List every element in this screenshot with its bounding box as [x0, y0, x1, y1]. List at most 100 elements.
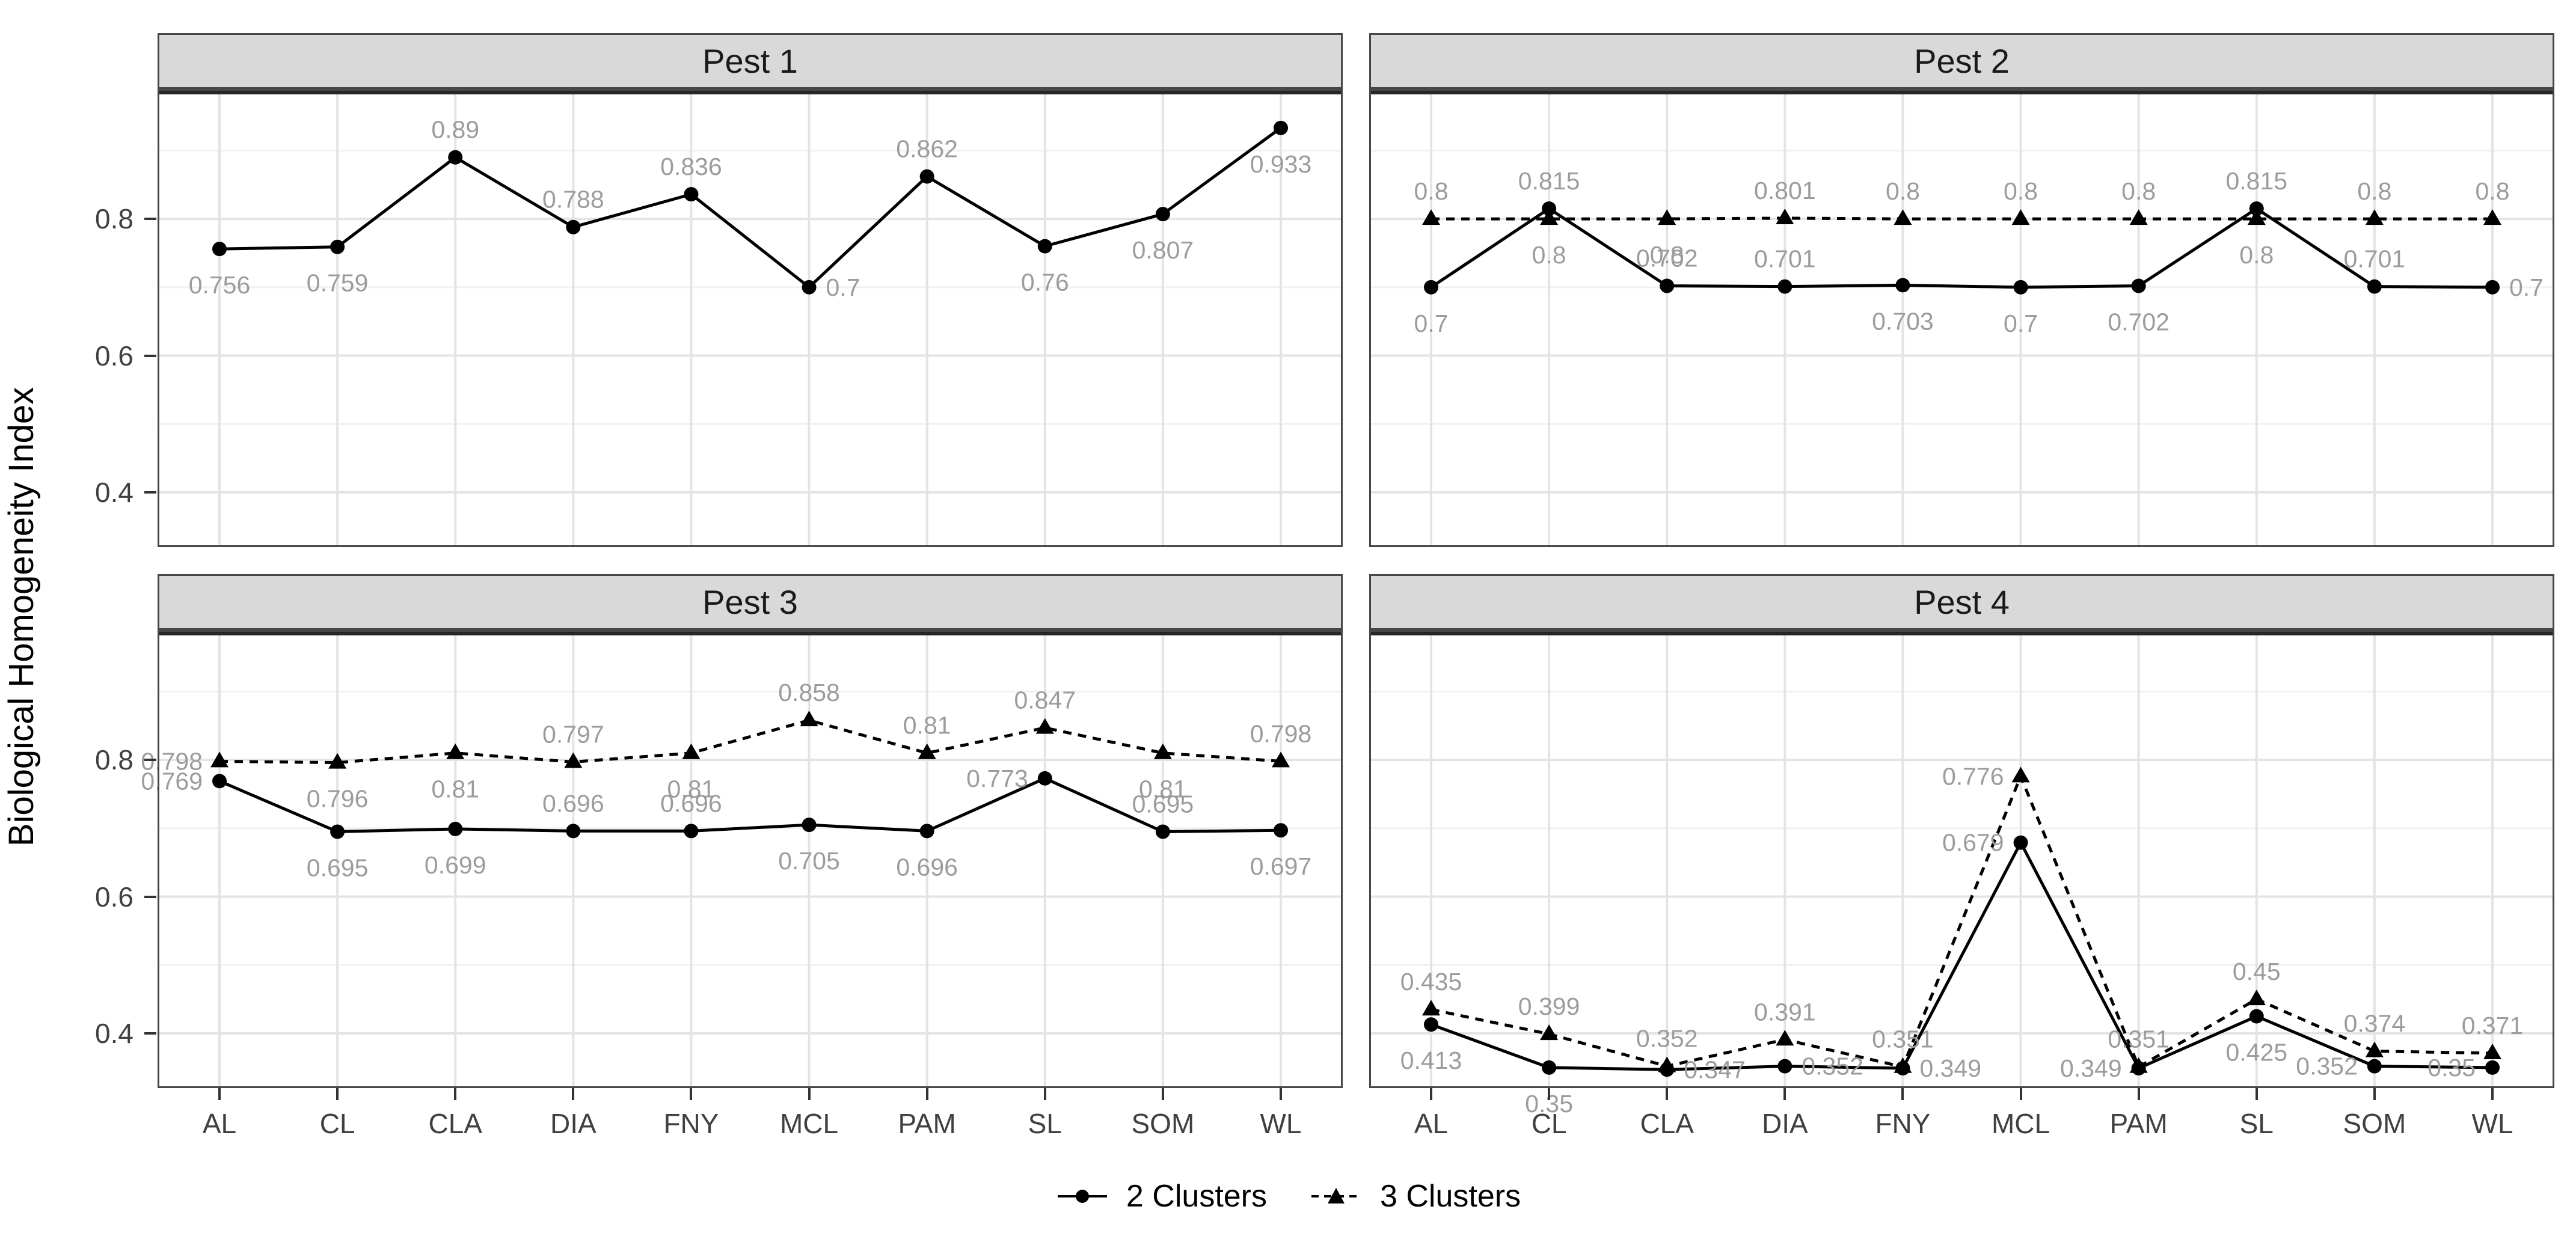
data-label-3-clusters-wl: 0.798	[1250, 720, 1312, 747]
data-label-3-clusters-pam: 0.8	[2121, 177, 2156, 205]
data-label-2-clusters-cla: 0.702	[1636, 245, 1698, 272]
y-axis-tick-label: 0.8	[95, 203, 133, 235]
x-axis-tick-label-al: AL	[1414, 1108, 1449, 1139]
circle-marker-2-clusters-wl	[2485, 280, 2500, 295]
triangle-dashed-line-legend-key-icon	[1311, 1188, 1361, 1203]
data-label-3-clusters-pam: 0.351	[2108, 1026, 2170, 1053]
legend-item-3-clusters: 3 Clusters	[1309, 1178, 1521, 1214]
data-label-2-clusters-cl: 0.759	[307, 269, 369, 297]
data-label-2-clusters-cla: 0.89	[431, 116, 479, 144]
data-label-3-clusters-sl: 0.45	[2233, 958, 2281, 985]
triangle-marker-3-clusters-dia	[1776, 1030, 1794, 1046]
series-line-2-clusters	[1431, 839, 2493, 1071]
circle-marker-2-clusters-mcl	[802, 280, 817, 295]
y-axis-tick-label: 0.4	[95, 477, 133, 508]
circle-marker-2-clusters-som	[2367, 279, 2382, 294]
triangle-marker-3-clusters-dia	[1776, 208, 1794, 224]
x-axis-tick-mark	[572, 1088, 575, 1100]
triangle-marker-3-clusters-al	[210, 751, 228, 768]
triangle-marker-3-clusters-dia	[564, 752, 583, 768]
x-axis-tick-label-sl: SL	[2239, 1108, 2274, 1139]
x-axis-tick-mark	[218, 1088, 221, 1100]
triangle-marker-3-clusters-pam	[918, 743, 936, 759]
legend-label-3-clusters: 3 Clusters	[1380, 1179, 1521, 1214]
legend-label-2-clusters: 2 Clusters	[1126, 1179, 1267, 1214]
triangle-marker-3-clusters-pam	[2129, 1057, 2148, 1073]
circle-marker-2-clusters-dia	[566, 219, 581, 234]
y-axis-tick-mark	[144, 218, 156, 221]
triangle-marker-3-clusters-som	[2365, 1041, 2384, 1057]
x-axis-tick-label-cla: CLA	[1640, 1108, 1694, 1139]
circle-marker-2-clusters-pam	[919, 169, 934, 184]
circle-marker-2-clusters-sl	[1037, 239, 1052, 254]
x-axis-tick-label-cl: CL	[319, 1108, 355, 1139]
data-label-3-clusters-dia: 0.391	[1754, 998, 1816, 1026]
x-axis-tick-label-fny: FNY	[663, 1108, 719, 1139]
x-axis-tick-mark	[925, 1088, 928, 1100]
circle-marker-2-clusters-cl	[1542, 201, 1557, 216]
triangle-marker-3-clusters-cla	[446, 743, 465, 759]
x-axis-tick-label-mcl: MCL	[779, 1108, 839, 1139]
triangle-marker-3-clusters-al	[1422, 209, 1440, 225]
x-axis-tick-label-dia: DIA	[1761, 1108, 1808, 1139]
strip-title-pest-2: Pest 2	[1369, 33, 2554, 89]
data-label-2-clusters-mcl: 0.7	[826, 274, 860, 301]
legend: 2 Clusters 3 Clusters	[0, 1178, 2576, 1214]
x-axis-tick-label-pam: PAM	[2109, 1108, 2168, 1139]
data-label-3-clusters-cl: 0.399	[1518, 992, 1580, 1020]
data-label-3-clusters-al: 0.798	[141, 747, 203, 775]
circle-marker-2-clusters-dia	[1777, 279, 1792, 294]
triangle-marker-3-clusters-fny	[682, 743, 701, 759]
triangle-marker-3-clusters-mcl	[2011, 209, 2030, 225]
triangle-marker-3-clusters-fny	[1894, 209, 1912, 225]
data-label-2-clusters-som: 0.701	[2344, 245, 2406, 273]
panel-plot-pest-4: 0.413 0.35 0.347 0.352 0.349 0.679 0.349 0.425 0…	[1369, 630, 2554, 1118]
circle-marker-2-clusters-wl	[1274, 120, 1288, 135]
triangle-marker-3-clusters-mcl	[800, 711, 818, 727]
x-axis-tick-label-al: AL	[202, 1108, 237, 1139]
triangle-marker-3-clusters-al	[1422, 1000, 1440, 1016]
data-label-2-clusters-wl: 0.35	[2427, 1054, 2476, 1081]
x-axis-tick-mark	[2255, 1088, 2258, 1100]
data-label-2-clusters-mcl: 0.7	[2004, 310, 2038, 337]
circle-marker-2-clusters-mcl	[2013, 835, 2028, 850]
x-axis-tick-mark	[1043, 1088, 1046, 1100]
x-axis-tick-label-pam: PAM	[898, 1108, 956, 1139]
circle-marker-2-clusters-cl	[1542, 1060, 1557, 1075]
triangle-marker-3-clusters-wl	[2483, 1043, 2501, 1059]
triangle-marker-3-clusters-wl	[2483, 209, 2501, 225]
data-label-3-clusters-mcl: 0.776	[1942, 762, 2004, 790]
data-label-2-clusters-al: 0.756	[189, 271, 251, 299]
data-label-3-clusters-cla: 0.81	[431, 775, 479, 803]
data-label-2-clusters-wl: 0.7	[2509, 274, 2544, 301]
strip-title-pest-1: Pest 1	[158, 33, 1343, 89]
x-axis-tick-mark	[336, 1088, 339, 1100]
circle-marker-2-clusters-sl	[2249, 1009, 2264, 1024]
data-label-2-clusters-dia: 0.352	[1802, 1053, 1863, 1080]
data-label-3-clusters-mcl: 0.8	[2004, 177, 2038, 205]
circle-marker-2-clusters-som	[1155, 824, 1170, 839]
data-label-2-clusters-al: 0.7	[1414, 310, 1449, 337]
x-axis-tick-mark	[2019, 1088, 2022, 1100]
triangle-marker-3-clusters-wl	[1272, 751, 1290, 768]
circle-marker-2-clusters-pam	[2131, 278, 2146, 293]
x-axis-tick-mark	[1161, 1088, 1164, 1100]
x-axis-tick-label-wl: WL	[1260, 1108, 1302, 1139]
data-label-3-clusters-al: 0.8	[1414, 177, 1449, 205]
data-label-2-clusters-sl: 0.425	[2225, 1039, 2287, 1066]
triangle-marker-3-clusters-sl	[1035, 718, 1054, 734]
data-label-2-clusters-al: 0.413	[1400, 1047, 1462, 1074]
x-axis-tick-label-cl: CL	[1531, 1108, 1567, 1139]
triangle-marker-3-clusters-cl	[1540, 1024, 1559, 1041]
circle-marker-2-clusters-dia	[566, 824, 581, 839]
data-label-2-clusters-mcl: 0.705	[778, 847, 840, 875]
circle-marker-2-clusters-mcl	[802, 818, 817, 833]
series-line-2-clusters	[219, 777, 1281, 834]
data-label-3-clusters-mcl: 0.858	[778, 679, 840, 706]
triangle-marker-3-clusters-som	[1153, 743, 1172, 759]
x-axis-tick-mark	[808, 1088, 811, 1100]
data-label-2-clusters-dia: 0.788	[542, 186, 604, 213]
data-label-2-clusters-pam: 0.862	[896, 135, 958, 163]
x-axis-tick-mark	[1901, 1088, 1904, 1100]
